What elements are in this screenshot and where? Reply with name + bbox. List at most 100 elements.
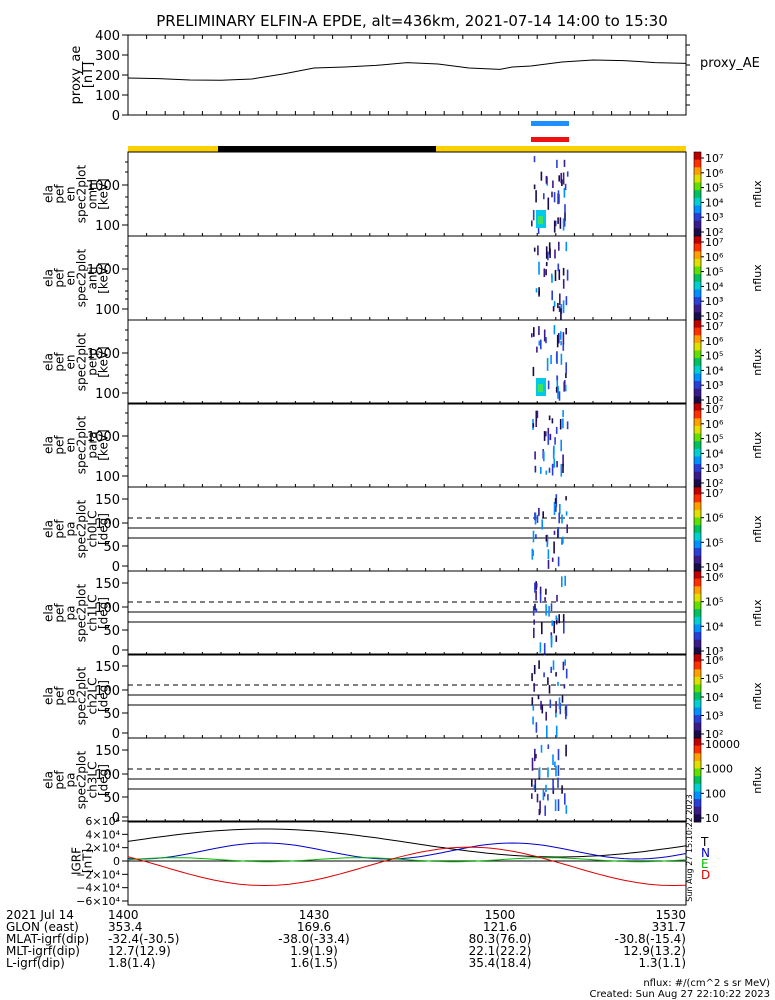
black-bar bbox=[218, 146, 436, 152]
ytick-label: 1000 bbox=[87, 347, 120, 362]
footer-value: -30.8(-15.4) bbox=[615, 932, 686, 946]
panel-ylabel-line: spec2plot bbox=[75, 164, 89, 223]
flux-streak bbox=[539, 586, 542, 594]
panel-ylabel-line: pef bbox=[52, 519, 66, 539]
ytick-label: 50 bbox=[103, 624, 120, 639]
colorbar-label: 10⁴ bbox=[705, 620, 724, 633]
flux-streak bbox=[538, 261, 540, 275]
flux-streak bbox=[548, 467, 551, 473]
flux-streak bbox=[559, 293, 561, 306]
colorbar-segment bbox=[694, 167, 701, 176]
igrf-panel: 6×10⁴4×10⁴2×10⁴0−2×10⁴−4×10⁴−6×10⁴TNEDIG… bbox=[69, 794, 710, 908]
flux-streak bbox=[565, 511, 568, 516]
flux-streak bbox=[535, 288, 538, 293]
flux-streak bbox=[558, 512, 560, 524]
flux-streak bbox=[535, 754, 537, 759]
panel-ylabel-line: spec2plot bbox=[75, 248, 89, 307]
flux-streak bbox=[542, 511, 544, 519]
panel-ylabel-line: [deg] bbox=[97, 764, 111, 796]
flux-streak bbox=[536, 515, 539, 523]
colorbar-segment bbox=[694, 571, 701, 579]
footer-value: 1.3(1.1) bbox=[638, 956, 686, 970]
colorbar-label: 100 bbox=[705, 787, 726, 800]
panel-ylabel: elapefenspec2plotomni[keV] bbox=[41, 164, 110, 223]
flux-streak bbox=[542, 789, 545, 801]
colorbar-segment bbox=[694, 251, 701, 260]
colorbar-segment bbox=[694, 753, 701, 762]
flux-streak bbox=[543, 268, 546, 277]
footer-value: 35.4(18.4) bbox=[469, 956, 532, 970]
colorbar-segment bbox=[694, 684, 701, 693]
flux-streak bbox=[552, 754, 554, 765]
flux-streak bbox=[535, 590, 537, 601]
colorbar-label: 10⁴ bbox=[705, 447, 724, 460]
flux-streak bbox=[558, 194, 560, 204]
ytick-label: 100 bbox=[95, 517, 120, 532]
colorbar-segment bbox=[694, 776, 701, 785]
flux-streak bbox=[554, 761, 556, 767]
flux-streak bbox=[555, 765, 557, 777]
colorbar-5: 10⁶ 10⁵ 10⁴ 10³ nflux bbox=[693, 570, 764, 658]
panel-ylabel-line: pef bbox=[52, 268, 66, 288]
flux-streak bbox=[552, 447, 555, 459]
ytick-label: 150 bbox=[95, 744, 120, 759]
igrf-ytick-label: 4×10⁴ bbox=[85, 828, 120, 841]
flux-streak bbox=[540, 171, 543, 181]
colorbars: 10⁷10⁶10⁵10⁴10³10²nflux10⁷10⁶10⁵10⁴10³10… bbox=[693, 151, 764, 825]
colorbar-segment bbox=[694, 433, 701, 442]
flux-streak bbox=[551, 463, 554, 476]
colorbar-segment bbox=[694, 471, 701, 480]
colorbar-segment bbox=[694, 258, 701, 267]
flux-streak bbox=[531, 220, 533, 227]
flux-streak bbox=[547, 251, 549, 261]
igrf-ytick-label: 2×10⁴ bbox=[85, 842, 120, 855]
colorbar-label: 10² bbox=[705, 310, 723, 323]
flux-streak bbox=[534, 603, 536, 611]
colorbar-segment bbox=[694, 676, 701, 685]
flux-streak bbox=[545, 784, 547, 792]
colorbar-label: 10⁷ bbox=[705, 320, 723, 333]
flux-streak bbox=[564, 659, 566, 666]
panel-ylabel-line: pef bbox=[52, 770, 66, 790]
flux-streak bbox=[562, 218, 565, 231]
flux-streak bbox=[554, 270, 557, 281]
panel-ylabel-line: pa bbox=[63, 606, 77, 621]
flux-streak bbox=[538, 340, 541, 346]
flux-streak bbox=[545, 470, 548, 475]
colorbar-segment bbox=[694, 494, 701, 503]
flux-streak bbox=[550, 666, 552, 673]
flux-streak bbox=[550, 355, 552, 365]
ae-ytick-label: 400 bbox=[95, 29, 120, 44]
panel-frame bbox=[127, 151, 687, 237]
colorbar-segment bbox=[694, 814, 701, 823]
flux-streak bbox=[544, 805, 546, 816]
flux-streak bbox=[551, 620, 553, 626]
flux-streak bbox=[533, 665, 536, 675]
igrf-ytick-label: −6×10⁴ bbox=[76, 895, 120, 908]
colorbar-label: 10² bbox=[705, 394, 723, 407]
ytick-label: 50 bbox=[103, 540, 120, 555]
flux-streak bbox=[564, 575, 566, 586]
ytick-label: 100 bbox=[95, 768, 120, 783]
flux-streak bbox=[555, 725, 558, 738]
flux-streak bbox=[548, 415, 551, 421]
flux-streak bbox=[565, 668, 568, 679]
panel-frame bbox=[127, 402, 687, 488]
colorbar-segment bbox=[694, 487, 701, 495]
flux-streak bbox=[543, 672, 545, 678]
panel-ylabel-line: [keV] bbox=[97, 429, 111, 460]
panel-ylabel: elapefpaspec2plotch2LC[deg] bbox=[41, 666, 110, 725]
flux-streak bbox=[546, 534, 549, 548]
panel-ylabel-line: [deg] bbox=[97, 513, 111, 545]
panel-ylabel-line: spec2plot bbox=[75, 750, 89, 809]
flux-streak bbox=[543, 329, 546, 342]
flux-streak bbox=[553, 458, 556, 468]
flux-patch-core bbox=[538, 384, 543, 392]
panel-ylabel-line: [keV] bbox=[97, 262, 111, 293]
flux-streak bbox=[558, 269, 561, 280]
colorbar-segment bbox=[694, 365, 701, 374]
footer-value: 12.9(13.2) bbox=[623, 944, 686, 958]
footer-value: 169.6 bbox=[297, 920, 331, 934]
